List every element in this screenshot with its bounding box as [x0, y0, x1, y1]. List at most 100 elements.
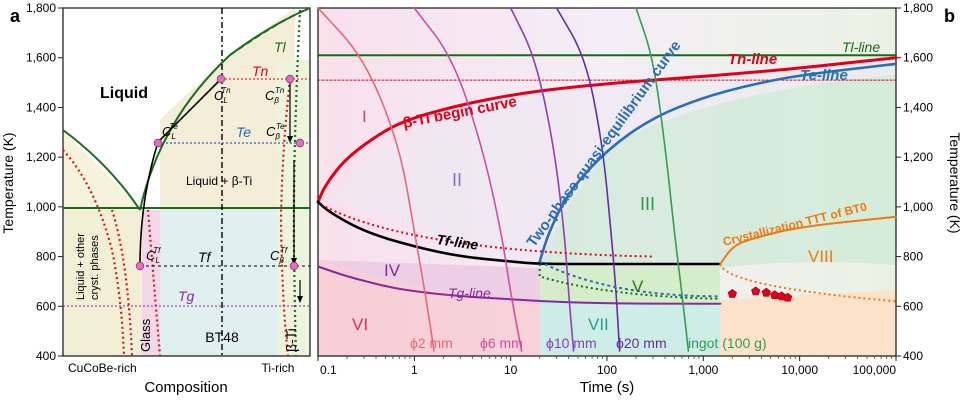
y-tick-label-left: 1,200 — [26, 150, 56, 164]
y-tick-label-left: 1,600 — [26, 51, 56, 65]
series--ti-begin-curve — [316, 56, 898, 204]
x-tick-label-b: 1,000 — [688, 363, 718, 377]
y-tick-label-right: 600 — [903, 299, 923, 313]
tf-line-label: Tf-line — [436, 231, 480, 253]
cl-tf-label: CLTf — [146, 246, 161, 265]
tl-label-a: Tl — [274, 39, 287, 55]
experimental-points — [727, 286, 793, 302]
two-phase-dotted-extension — [539, 260, 721, 298]
y-tick-label-left: 1,000 — [26, 200, 56, 214]
cb-tn-point — [285, 74, 295, 84]
cl-tn-point — [216, 74, 226, 84]
experimental-point — [783, 292, 793, 302]
region-vii: VII — [588, 315, 609, 334]
x-tick-label-b: 100 — [597, 363, 617, 377]
y-tick-label-right: 800 — [903, 250, 923, 264]
y-tick-label-left: 600 — [36, 299, 56, 313]
bt48-label: BT48 — [205, 329, 239, 345]
tg-label-a: Tg — [178, 288, 195, 304]
cb-tn-label: CβTn — [265, 86, 285, 105]
x-tick-label-b: 10 — [504, 363, 518, 377]
panel-a-labels: Tl Tn Te Tf Tg Liquid Liquid + β-Ti Liqu… — [75, 39, 299, 352]
x-tick-a-left: CuCoBe-rich — [68, 361, 137, 375]
glass-label: Glass — [138, 318, 153, 352]
y-tick-label-right: 1,800 — [903, 1, 933, 15]
cl-te-point — [153, 138, 163, 148]
y-tick-label-left: 400 — [36, 349, 56, 363]
panel-a-label: a — [10, 6, 21, 26]
cb-tf-label: CβTf — [270, 246, 288, 265]
x-axis-a-title: Composition — [144, 379, 227, 396]
cl-tf-point — [135, 261, 145, 271]
series--20-mm — [555, 7, 621, 352]
left-dotted-boundary — [62, 149, 126, 357]
region-v: V — [632, 277, 644, 296]
liquid-label: Liquid — [100, 85, 148, 102]
tn-line-label: Tn-line — [728, 51, 777, 68]
beta-begin-dotted-extension — [325, 205, 653, 258]
series--2-mm — [317, 7, 435, 352]
y-tick-label-left: 1,400 — [26, 100, 56, 114]
x-axis-b: 0.1 1 10 100 1,000 10,000 100,000 — [317, 356, 897, 377]
region-i: I — [362, 107, 367, 126]
crystallization-dotted-extension — [719, 263, 897, 303]
phi20-label: ϕ20 mm — [616, 335, 667, 351]
x-axis-b-title: Time (s) — [580, 379, 634, 396]
experimental-point — [751, 286, 761, 296]
right-liquidus — [139, 7, 311, 211]
y-axis-right: 400 600 800 1,000 1,200 1,400 1,600 1,800 — [896, 1, 933, 363]
phi2-label: ϕ2 mm — [410, 335, 453, 351]
right-liquidus-2 — [229, 7, 311, 56]
tg-line-label: Tg-line — [448, 285, 491, 301]
experimental-point — [770, 290, 780, 300]
beta-ti-label: β-Ti — [283, 328, 299, 352]
region-viii: VIII — [808, 247, 834, 266]
y-tick-label-left: 1,800 — [26, 1, 56, 15]
experimental-point — [761, 287, 771, 297]
cb-te-point — [295, 138, 305, 148]
glass-left-boundary — [110, 209, 134, 357]
region-vi: VI — [352, 315, 368, 334]
liquid-other-label-1: Liquid + other — [75, 233, 87, 300]
series-two-phase-quasi-equilibrium-curve — [538, 62, 898, 263]
tl-line-label: Tl-line — [842, 39, 880, 55]
series-tg-line — [317, 265, 722, 305]
liquid-other-label-2: cryst. phases — [89, 235, 101, 300]
series--10-mm — [509, 7, 575, 352]
cl-te-label: CLTe — [162, 122, 178, 141]
left-liquidus — [62, 129, 141, 211]
cl-tn-label: CLTn — [214, 86, 231, 105]
liquid-beta-label: Liquid + β-Ti — [186, 174, 252, 188]
x-tick-a-right: Ti-rich — [262, 361, 295, 375]
phi10-label: ϕ10 mm — [546, 335, 597, 351]
te-line-label: Te-line — [800, 67, 848, 84]
y-tick-label-right: 1,600 — [903, 51, 933, 65]
cb-tf-point — [289, 261, 299, 271]
panel-a-frame — [62, 7, 311, 357]
y-tick-label-left: 800 — [36, 250, 56, 264]
panel-b-label: b — [944, 6, 955, 26]
ingot-label: ingot (100 g) — [688, 335, 767, 351]
te-label-a: Te — [236, 124, 251, 140]
panel-b-curves — [316, 7, 898, 352]
experimental-point — [727, 289, 737, 298]
region-v-boundary — [538, 264, 721, 300]
panel-b-regions — [318, 8, 896, 356]
x-tick-label-b: 100,000 — [853, 363, 897, 377]
y-axis-right-title: Temperature (K) — [947, 132, 960, 233]
x-tick-label-b: 1 — [411, 363, 418, 377]
region-iii: III — [640, 194, 655, 214]
region-ii: II — [452, 170, 462, 190]
series-ingot-100-g- — [635, 7, 690, 352]
y-axis-left: 400 600 800 1,000 1,200 1,400 1,600 1,800 — [26, 1, 63, 363]
y-tick-label-right: 1,400 — [903, 100, 933, 114]
series-tf-line — [316, 200, 722, 266]
x-tick-label-b: 10,000 — [781, 363, 818, 377]
tf-label-a: Tf — [198, 249, 213, 265]
beta-boundary-red — [279, 79, 292, 357]
series--6-mm — [413, 7, 523, 352]
x-tick-label-b: 0.1 — [320, 363, 337, 377]
y-axis-left-title: Temperature (K) — [0, 132, 16, 233]
panel-a-curves — [62, 7, 311, 357]
